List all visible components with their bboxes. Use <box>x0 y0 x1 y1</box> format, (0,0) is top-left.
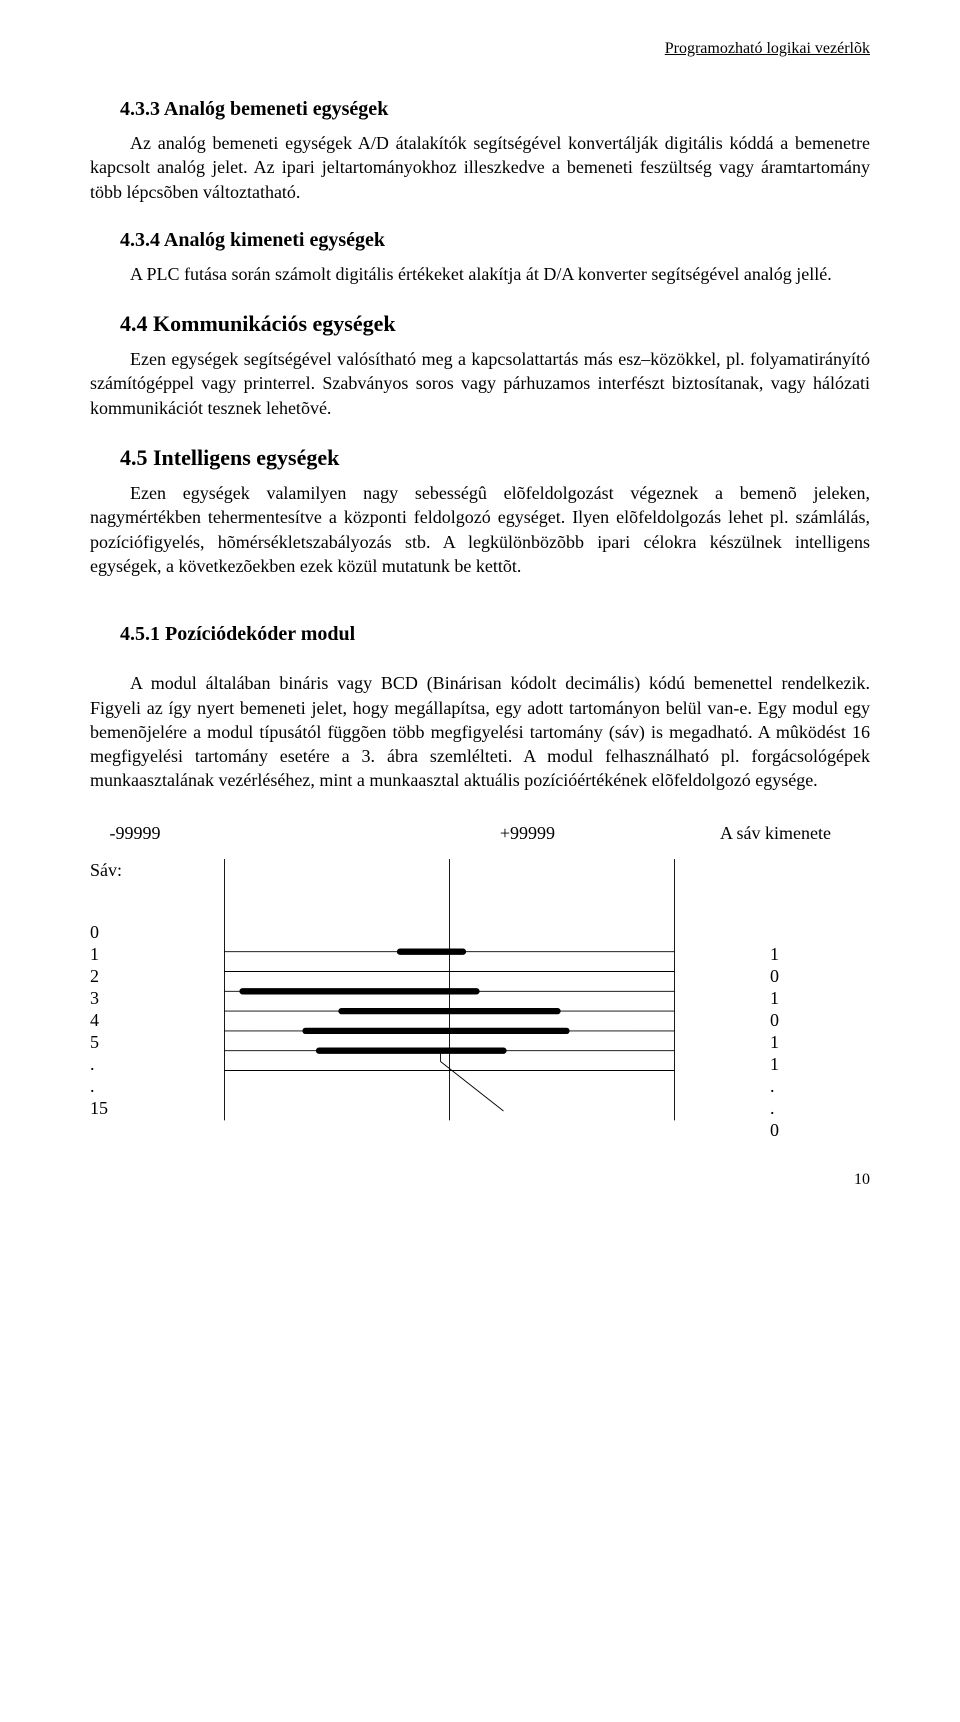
chart-left-labels: Sáv: 012345..15 <box>90 859 140 1141</box>
heading-4-4: 4.4 Kommunikációs egységek <box>120 311 870 337</box>
row-label-left: 1 <box>90 943 140 965</box>
row-label-left: 3 <box>90 987 140 1009</box>
row-label-left: . <box>90 1053 140 1075</box>
row-label-right: 0 <box>770 1009 870 1031</box>
row-label-right: 0 <box>770 1119 870 1141</box>
axis-min-label: -99999 <box>90 823 180 844</box>
row-label-left: 2 <box>90 965 140 987</box>
paragraph: A modul általában bináris vagy BCD (Biná… <box>90 671 870 792</box>
paragraph: Ezen egységek segítségével valósítható m… <box>90 347 870 420</box>
paragraph: Az analóg bemeneti egységek A/D átalakít… <box>90 131 870 204</box>
row-label-right: . <box>770 1097 870 1119</box>
paragraph: Ezen egységek valamilyen nagy sebességû … <box>90 481 870 578</box>
row-label-left: 0 <box>90 921 140 943</box>
row-label-left: . <box>90 1075 140 1097</box>
heading-4-3-3: 4.3.3 Analóg bemeneti egységek <box>120 98 870 121</box>
sav-label: Sáv: <box>90 859 140 881</box>
row-label-right: . <box>770 1075 870 1097</box>
paragraph: A PLC futása során számolt digitális ért… <box>90 262 870 286</box>
range-svg <box>140 859 750 1129</box>
row-label-right: 1 <box>770 1053 870 1075</box>
page-number: 10 <box>90 1171 870 1189</box>
axis-max-label: +99999 <box>500 823 555 844</box>
heading-4-5-1: 4.5.1 Pozíciódekóder modul <box>120 623 870 646</box>
row-label-right: 1 <box>770 1031 870 1053</box>
row-label-right: 0 <box>770 965 870 987</box>
row-label-left: 5 <box>90 1031 140 1053</box>
row-label-right: 1 <box>770 987 870 1009</box>
heading-4-5: 4.5 Intelligens egységek <box>120 445 870 471</box>
row-label-left: 4 <box>90 1009 140 1031</box>
output-header-label: A sáv kimenete <box>720 823 870 844</box>
range-diagram: -99999 +99999 A sáv kimenete Sáv: 012345… <box>90 823 870 1141</box>
running-header: Programozható logikai vezérlõk <box>90 40 870 58</box>
heading-4-3-4: 4.3.4 Analóg kimeneti egységek <box>120 229 870 252</box>
chart-right-labels: 101011..0 <box>760 859 870 1141</box>
row-label-right: 1 <box>770 943 870 965</box>
row-label-left: 15 <box>90 1097 140 1119</box>
